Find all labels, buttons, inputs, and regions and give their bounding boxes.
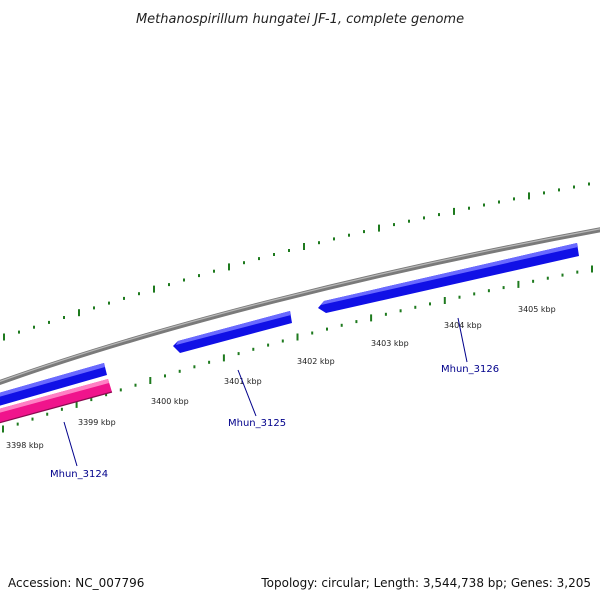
genome-backbone-highlight xyxy=(0,228,600,383)
tick-label: 3399 kbp xyxy=(78,418,116,427)
inner-tick-track xyxy=(2,265,593,433)
gene-label-mhun-3126: Mhun_3126 xyxy=(441,364,499,375)
tick-label: 3402 kbp xyxy=(297,357,335,366)
outer-tick-track xyxy=(3,182,590,341)
gene-leader-mhun-3124 xyxy=(63,421,78,467)
gene-label-mhun-3124: Mhun_3124 xyxy=(50,469,108,480)
gene-arrow-mhun-3124-edge xyxy=(0,391,113,424)
accession-text: Accession: NC_007796 xyxy=(8,576,145,590)
gene-arrow-mhun-3124 xyxy=(0,379,112,423)
tick-label: 3405 kbp xyxy=(518,305,556,314)
gene-leader-mhun-3126 xyxy=(457,317,468,363)
tick-label: 3403 kbp xyxy=(371,339,409,348)
gene-label-mhun-3125: Mhun_3125 xyxy=(228,418,286,429)
gene-arrow-mhun-3124-shine xyxy=(0,379,109,413)
genome-backbone xyxy=(0,227,600,386)
gene-arrow-mhun-3126-shine xyxy=(321,243,578,305)
gene-arrow-mhun-3125-shine xyxy=(176,311,291,345)
tick-label: 3400 kbp xyxy=(151,397,189,406)
topology-summary-text: Topology: circular; Length: 3,544,738 bp… xyxy=(261,576,591,590)
map-title: Methanospirillum hungatei JF-1, complete… xyxy=(136,12,464,27)
tick-label: 3398 kbp xyxy=(6,441,44,450)
gene-arrow-left-segment-shine xyxy=(0,363,105,397)
gene-leader-mhun-3125 xyxy=(237,369,257,417)
tick-label: 3404 kbp xyxy=(444,321,482,330)
